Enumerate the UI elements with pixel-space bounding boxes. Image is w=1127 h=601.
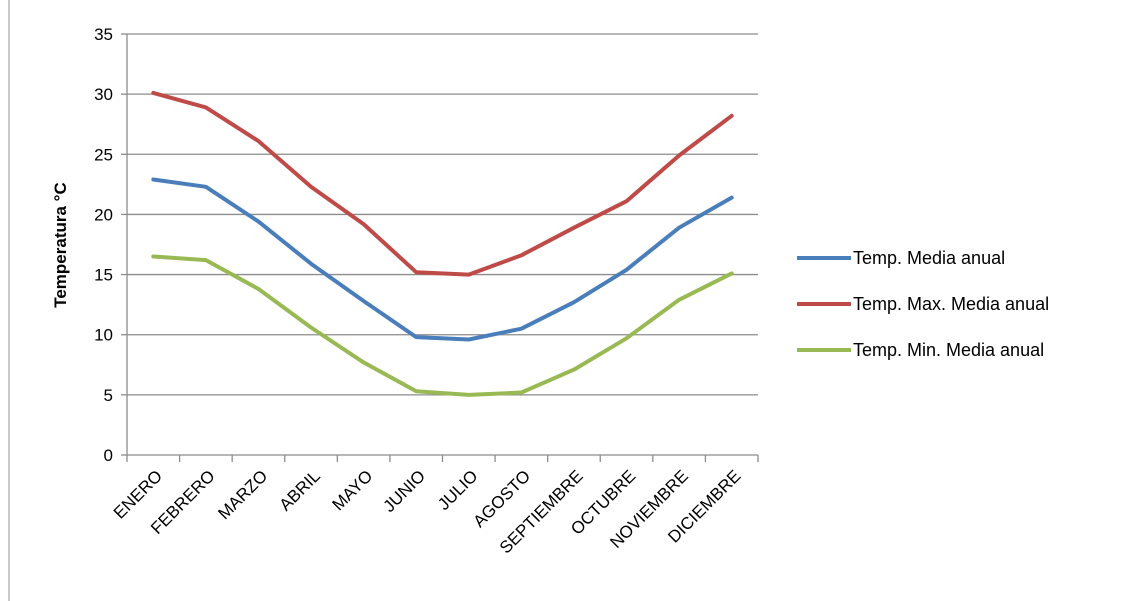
y-tick-label: 30 [94, 85, 113, 104]
x-tick-label: ABRIL [276, 466, 324, 514]
y-tick-label: 0 [104, 446, 113, 465]
legend-label-2: Temp. Max. Media anual [853, 294, 1049, 314]
x-tick-label: JUNIO [380, 466, 429, 515]
x-tick-label: MARZO [214, 466, 271, 523]
y-tick-labels: 0 5 10 15 20 25 30 35 [94, 25, 113, 465]
y-tick-label: 35 [94, 25, 113, 44]
series-lines [151, 90, 734, 397]
legend: Temp. Media anual Temp. Max. Media anual T… [797, 248, 1049, 360]
x-tick-label: MAYO [329, 466, 377, 514]
series-line-1 [151, 177, 734, 342]
x-tick-label: JULIO [434, 466, 482, 514]
y-tick-label: 5 [104, 386, 113, 405]
legend-label-1: Temp. Media anual [853, 248, 1005, 268]
y-tick-label: 15 [94, 266, 113, 285]
legend-label-3: Temp. Min. Media anual [853, 340, 1044, 360]
series-line-2 [151, 90, 734, 277]
y-tick-label: 20 [94, 205, 113, 224]
y-tick-label: 10 [94, 326, 113, 345]
y-axis-title: Temperatura °C [51, 182, 70, 308]
axes [121, 33, 759, 462]
page-border [8, 0, 10, 601]
gridlines [127, 33, 758, 396]
y-tick-label: 25 [94, 145, 113, 164]
series-line-3 [151, 254, 734, 397]
